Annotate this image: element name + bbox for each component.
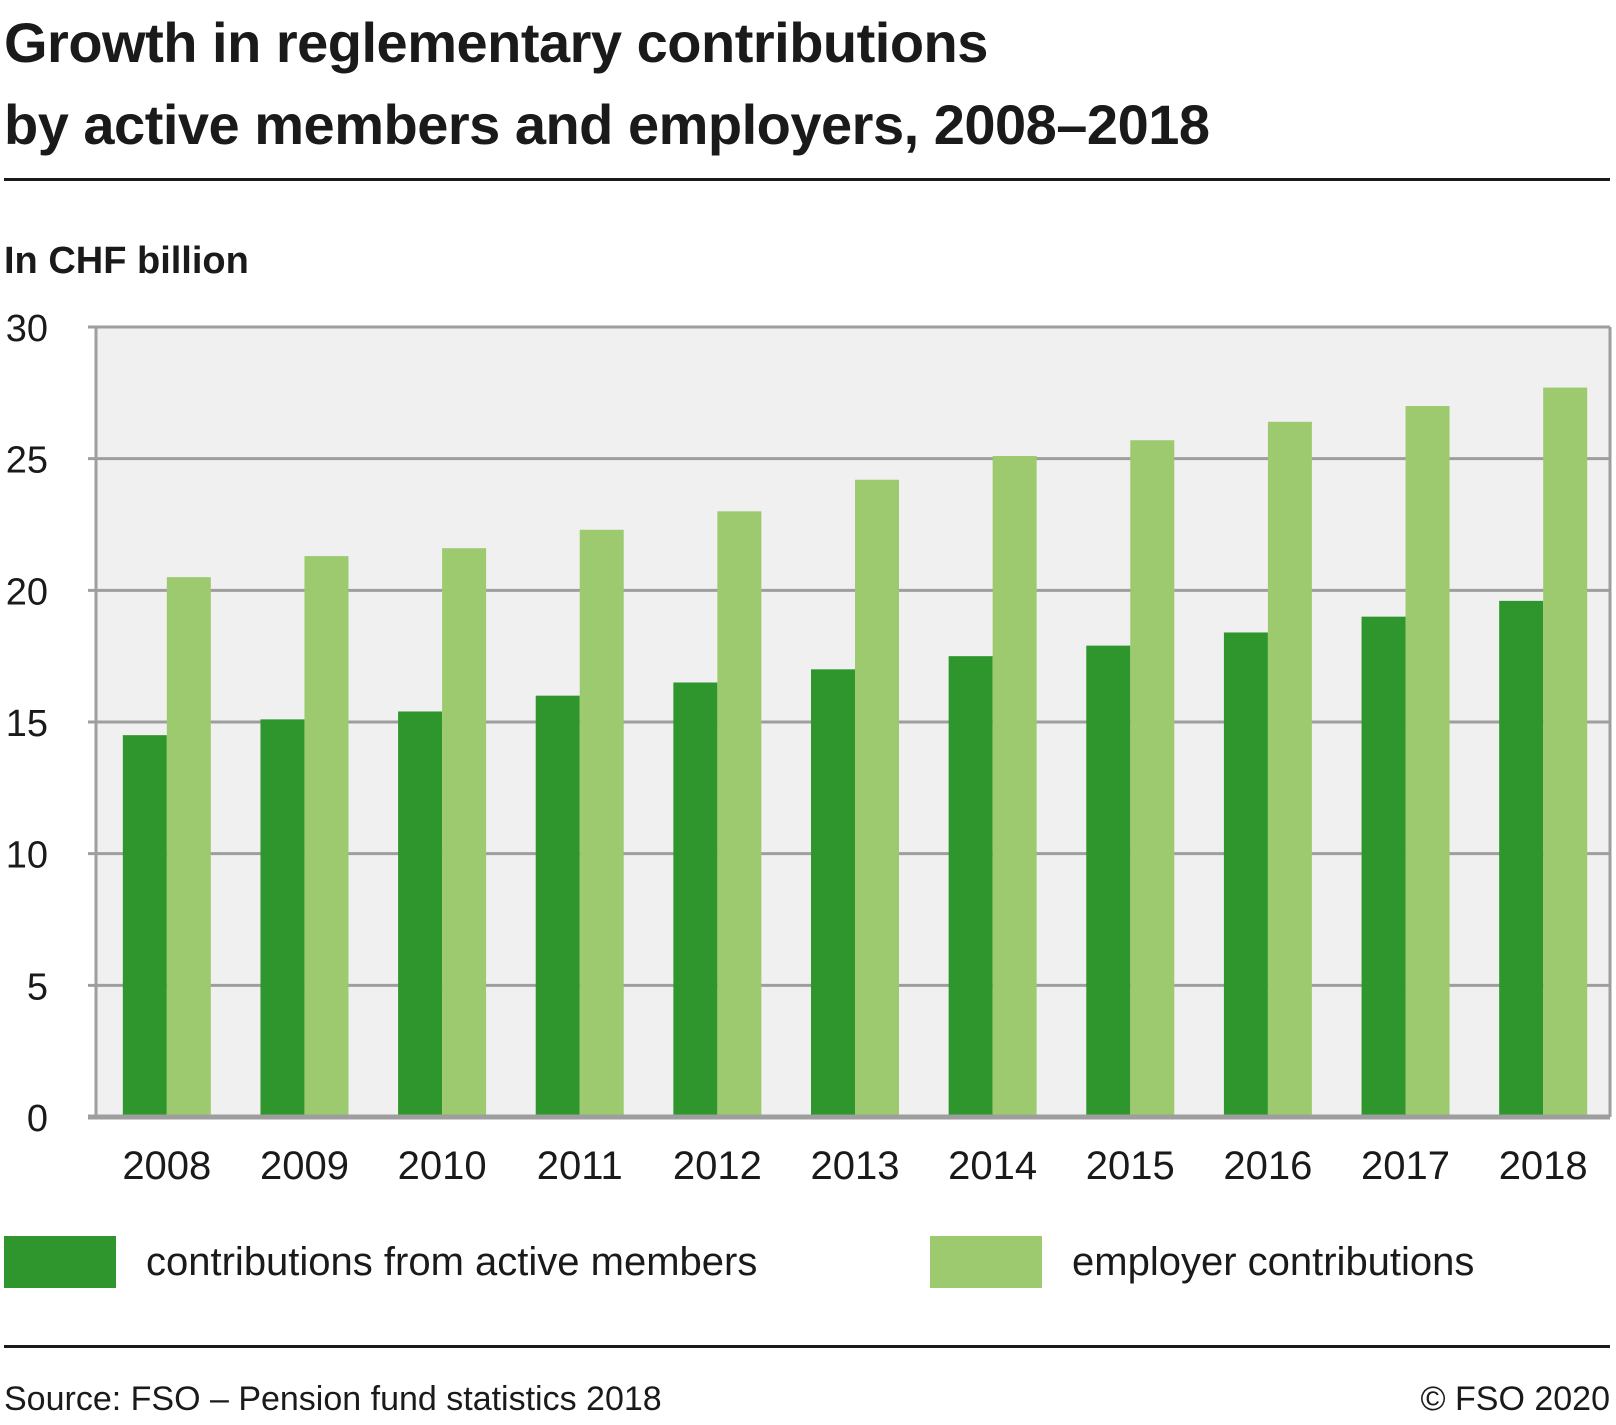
legend-item-employer: employer contributions [930, 1236, 1474, 1288]
bar-active-members-2008 [122, 735, 167, 1117]
chart-title-line-1: Growth in reglementary contributions [4, 11, 988, 74]
bar-employer-2016 [1267, 421, 1312, 1117]
x-tick-label: 2012 [673, 1144, 762, 1188]
y-tick-label: 30 [6, 308, 48, 350]
bar-employer-2018 [1543, 387, 1588, 1118]
bar-employer-2009 [304, 556, 349, 1117]
x-tick-label: 2014 [948, 1144, 1037, 1188]
y-tick-label: 25 [6, 440, 48, 482]
copyright-note: © FSO 2020 [1420, 1380, 1610, 1418]
bar-employer-2014 [992, 456, 1037, 1117]
x-tick-label: 2018 [1499, 1144, 1588, 1188]
bar-employer-2013 [855, 479, 899, 1117]
bar-active-members-2013 [811, 669, 855, 1117]
bar-active-members-2010 [398, 711, 443, 1117]
x-tick-label: 2017 [1361, 1144, 1450, 1188]
y-tick-label: 0 [27, 1098, 48, 1140]
legend-swatch-employer [930, 1236, 1042, 1288]
y-tick-label: 5 [27, 966, 48, 1008]
bar-active-members-2015 [1086, 645, 1131, 1117]
chart-title: Growth in reglementary contributions by … [4, 2, 1210, 166]
unit-label: In CHF billion [4, 240, 249, 282]
footer-divider [4, 1345, 1610, 1348]
source-note: Source: FSO – Pension fund statistics 20… [4, 1380, 662, 1418]
bar-employer-2015 [1130, 440, 1175, 1117]
legend-swatch-active-members [4, 1236, 116, 1288]
x-tick-label: 2013 [811, 1144, 900, 1188]
chart-title-line-2: by active members and employers, 2008–20… [4, 93, 1210, 156]
x-tick-label: 2015 [1086, 1144, 1175, 1188]
bar-chart: 0 5 10 15 20 25 30 2008 2009 2010 2011 2012 2013 2014… [6, 308, 1612, 1188]
legend-label-active-members: contributions from active members [146, 1239, 758, 1284]
bar-active-members-2012 [673, 682, 718, 1117]
bar-employer-2011 [579, 529, 624, 1117]
y-tick-label: 10 [6, 835, 48, 877]
x-tick-label: 2016 [1223, 1144, 1312, 1188]
bar-employer-2012 [717, 511, 762, 1117]
y-tick-label: 20 [6, 571, 48, 613]
bar-active-members-2017 [1361, 616, 1406, 1117]
x-tick-label: 2009 [260, 1144, 349, 1188]
bar-active-members-2009 [260, 719, 305, 1117]
bar-employer-2008 [166, 577, 211, 1117]
bar-active-members-2018 [1499, 600, 1544, 1117]
legend-label-employer: employer contributions [1072, 1239, 1475, 1284]
bar-active-members-2011 [535, 695, 580, 1117]
y-tick-label: 15 [6, 703, 48, 745]
x-tick-label: 2008 [122, 1144, 211, 1188]
title-divider [4, 178, 1610, 181]
bar-employer-2017 [1405, 406, 1450, 1117]
legend-item-active-members: contributions from active members [4, 1236, 757, 1288]
x-tick-label: 2010 [398, 1144, 487, 1188]
bar-active-members-2016 [1223, 632, 1268, 1117]
x-tick-label: 2011 [537, 1144, 623, 1188]
bar-employer-2010 [442, 548, 487, 1117]
bar-active-members-2014 [948, 656, 993, 1117]
